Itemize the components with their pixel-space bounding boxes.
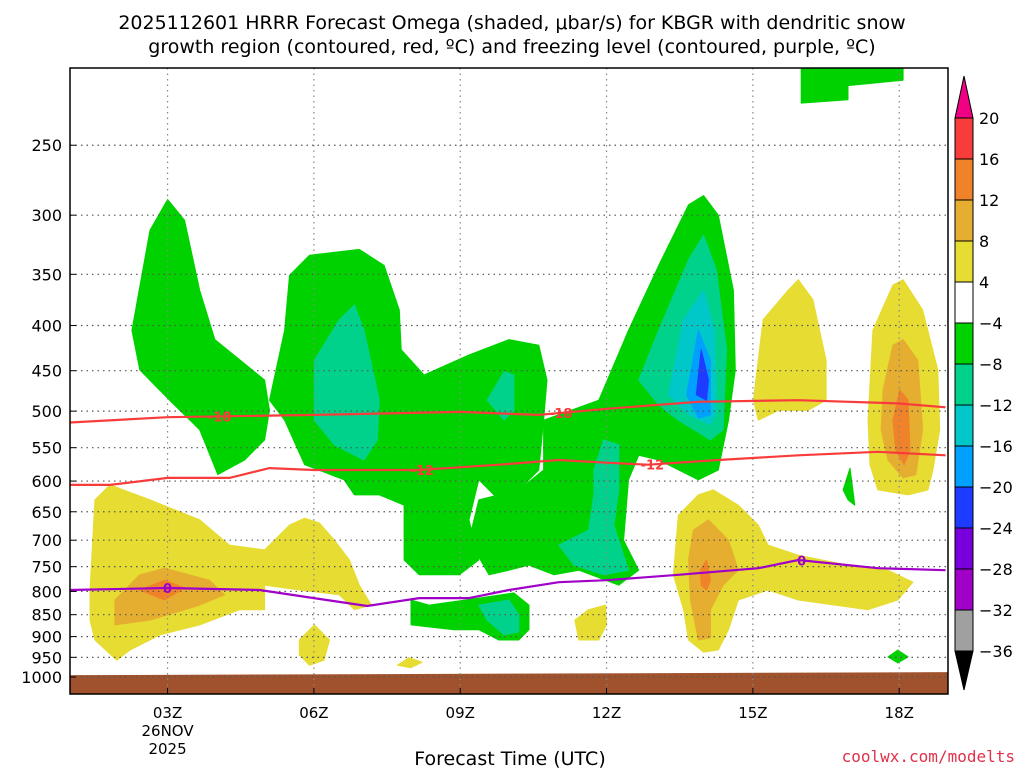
y-tick-label: 300 [31, 206, 62, 225]
colorbar-over-triangle [954, 75, 974, 119]
omega-region [574, 604, 608, 641]
omega-region [558, 439, 629, 576]
colorbar-swatch [954, 199, 974, 242]
y-tick-label: 950 [31, 648, 62, 667]
colorbar-swatch [954, 281, 974, 324]
colorbar-swatch [954, 568, 974, 611]
omega-region [264, 517, 372, 611]
y-tick-label: 550 [31, 439, 62, 458]
colorbar-label: −28 [979, 560, 1013, 579]
dgz-minus12-line [70, 450, 946, 486]
x-tick-year: 2025 [148, 740, 186, 758]
y-tick-label: 800 [31, 582, 62, 601]
colorbar: 20 16 12 8 4 −4 −8 −12 −16 −20 −24 −28 −32 −36 [954, 75, 1013, 691]
chart-title-line2: growth region (contoured, red, ºC) and f… [148, 36, 875, 58]
x-tick-date: 26NOV [141, 722, 194, 740]
y-tick-label: 250 [31, 136, 62, 155]
omega-region [699, 559, 711, 591]
colorbar-swatch [954, 158, 974, 201]
colorbar-label: −4 [979, 314, 1003, 333]
x-tick-label: 15Z [738, 704, 767, 722]
x-tick-label: 06Z [299, 704, 328, 722]
colorbar-label: −36 [979, 642, 1013, 661]
omega-region [688, 519, 739, 641]
omega-region [313, 304, 380, 461]
y-tick-label: 900 [31, 628, 62, 647]
omega-region [752, 279, 827, 421]
colorbar-label: 8 [979, 232, 989, 251]
colorbar-label: 4 [979, 273, 989, 292]
omega-region [396, 657, 423, 669]
grid-lines [70, 68, 948, 694]
omega-region [887, 649, 909, 664]
colorbar-label: −32 [979, 601, 1013, 620]
y-tick-label: 750 [31, 558, 62, 577]
y-tick-label: 500 [31, 402, 62, 421]
colorbar-label: −20 [979, 478, 1013, 497]
x-axis-label: Forecast Time (UTC) [414, 748, 605, 768]
colorbar-label: 12 [979, 191, 999, 210]
omega-shaded-regions [89, 68, 941, 669]
colorbar-label: −8 [979, 355, 1003, 374]
y-tick-label: 850 [31, 606, 62, 625]
omega-region [800, 68, 904, 104]
freezing-level-line [70, 558, 946, 608]
omega-region [478, 599, 520, 636]
colorbar-label: −12 [979, 396, 1013, 415]
colorbar-swatch [954, 404, 974, 447]
omega-region [298, 624, 330, 666]
contour-label: 0 [797, 554, 806, 569]
dgz-minus18-line [70, 399, 946, 424]
colorbar-under-triangle [954, 650, 974, 691]
colorbar-swatch [954, 486, 974, 529]
y-tick-label: 700 [31, 531, 62, 550]
contour-label: -12 [641, 458, 665, 473]
colorbar-swatch [954, 322, 974, 365]
plot-frame [69, 67, 949, 695]
colorbar-label: −16 [979, 437, 1013, 456]
colorbar-label: −24 [979, 519, 1013, 538]
y-tick-label: 1000 [21, 668, 62, 687]
omega-region [672, 489, 914, 653]
colorbar-swatch [954, 117, 974, 160]
credit-text: coolwx.com/modelts [842, 747, 1015, 766]
y-tick-label: 450 [31, 362, 62, 381]
x-tick-label: 12Z [592, 704, 621, 722]
x-tick-label: 18Z [885, 704, 914, 722]
chart-title-line1: 2025112601 HRRR Forecast Omega (shaded, … [118, 12, 905, 34]
y-tick-label: 600 [31, 472, 62, 491]
colorbar-swatch [954, 609, 974, 652]
colorbar-label: 20 [979, 109, 999, 128]
ground-fill [70, 672, 948, 694]
colorbar-swatch [954, 363, 974, 406]
y-tick-label: 350 [31, 265, 62, 284]
omega-region [486, 371, 515, 421]
contour-label: -18 [549, 407, 573, 422]
x-tick-label: 09Z [446, 704, 475, 722]
colorbar-swatch [954, 240, 974, 283]
colorbar-label: 16 [979, 150, 999, 169]
ground-terrain [70, 672, 948, 694]
colorbar-swatch [954, 527, 974, 570]
x-tick-label: 03Z [153, 704, 182, 722]
contour-label: -12 [410, 464, 434, 479]
y-tick-label: 650 [31, 503, 62, 522]
omega-region [468, 195, 736, 586]
contour-label: -18 [208, 410, 232, 425]
colorbar-swatch [954, 445, 974, 488]
pressure-axis: 250 300 350 400 450 500 550 600 650 700 750 800 850 9… [21, 136, 76, 687]
y-tick-label: 400 [31, 317, 62, 336]
omega-region [131, 199, 270, 476]
omega-region [892, 389, 911, 466]
omega-region [695, 349, 709, 401]
contour-label: 0 [163, 582, 172, 597]
omega-region [842, 467, 856, 506]
contour-lines: -18 -18 -12 -12 0 0 [70, 399, 946, 608]
